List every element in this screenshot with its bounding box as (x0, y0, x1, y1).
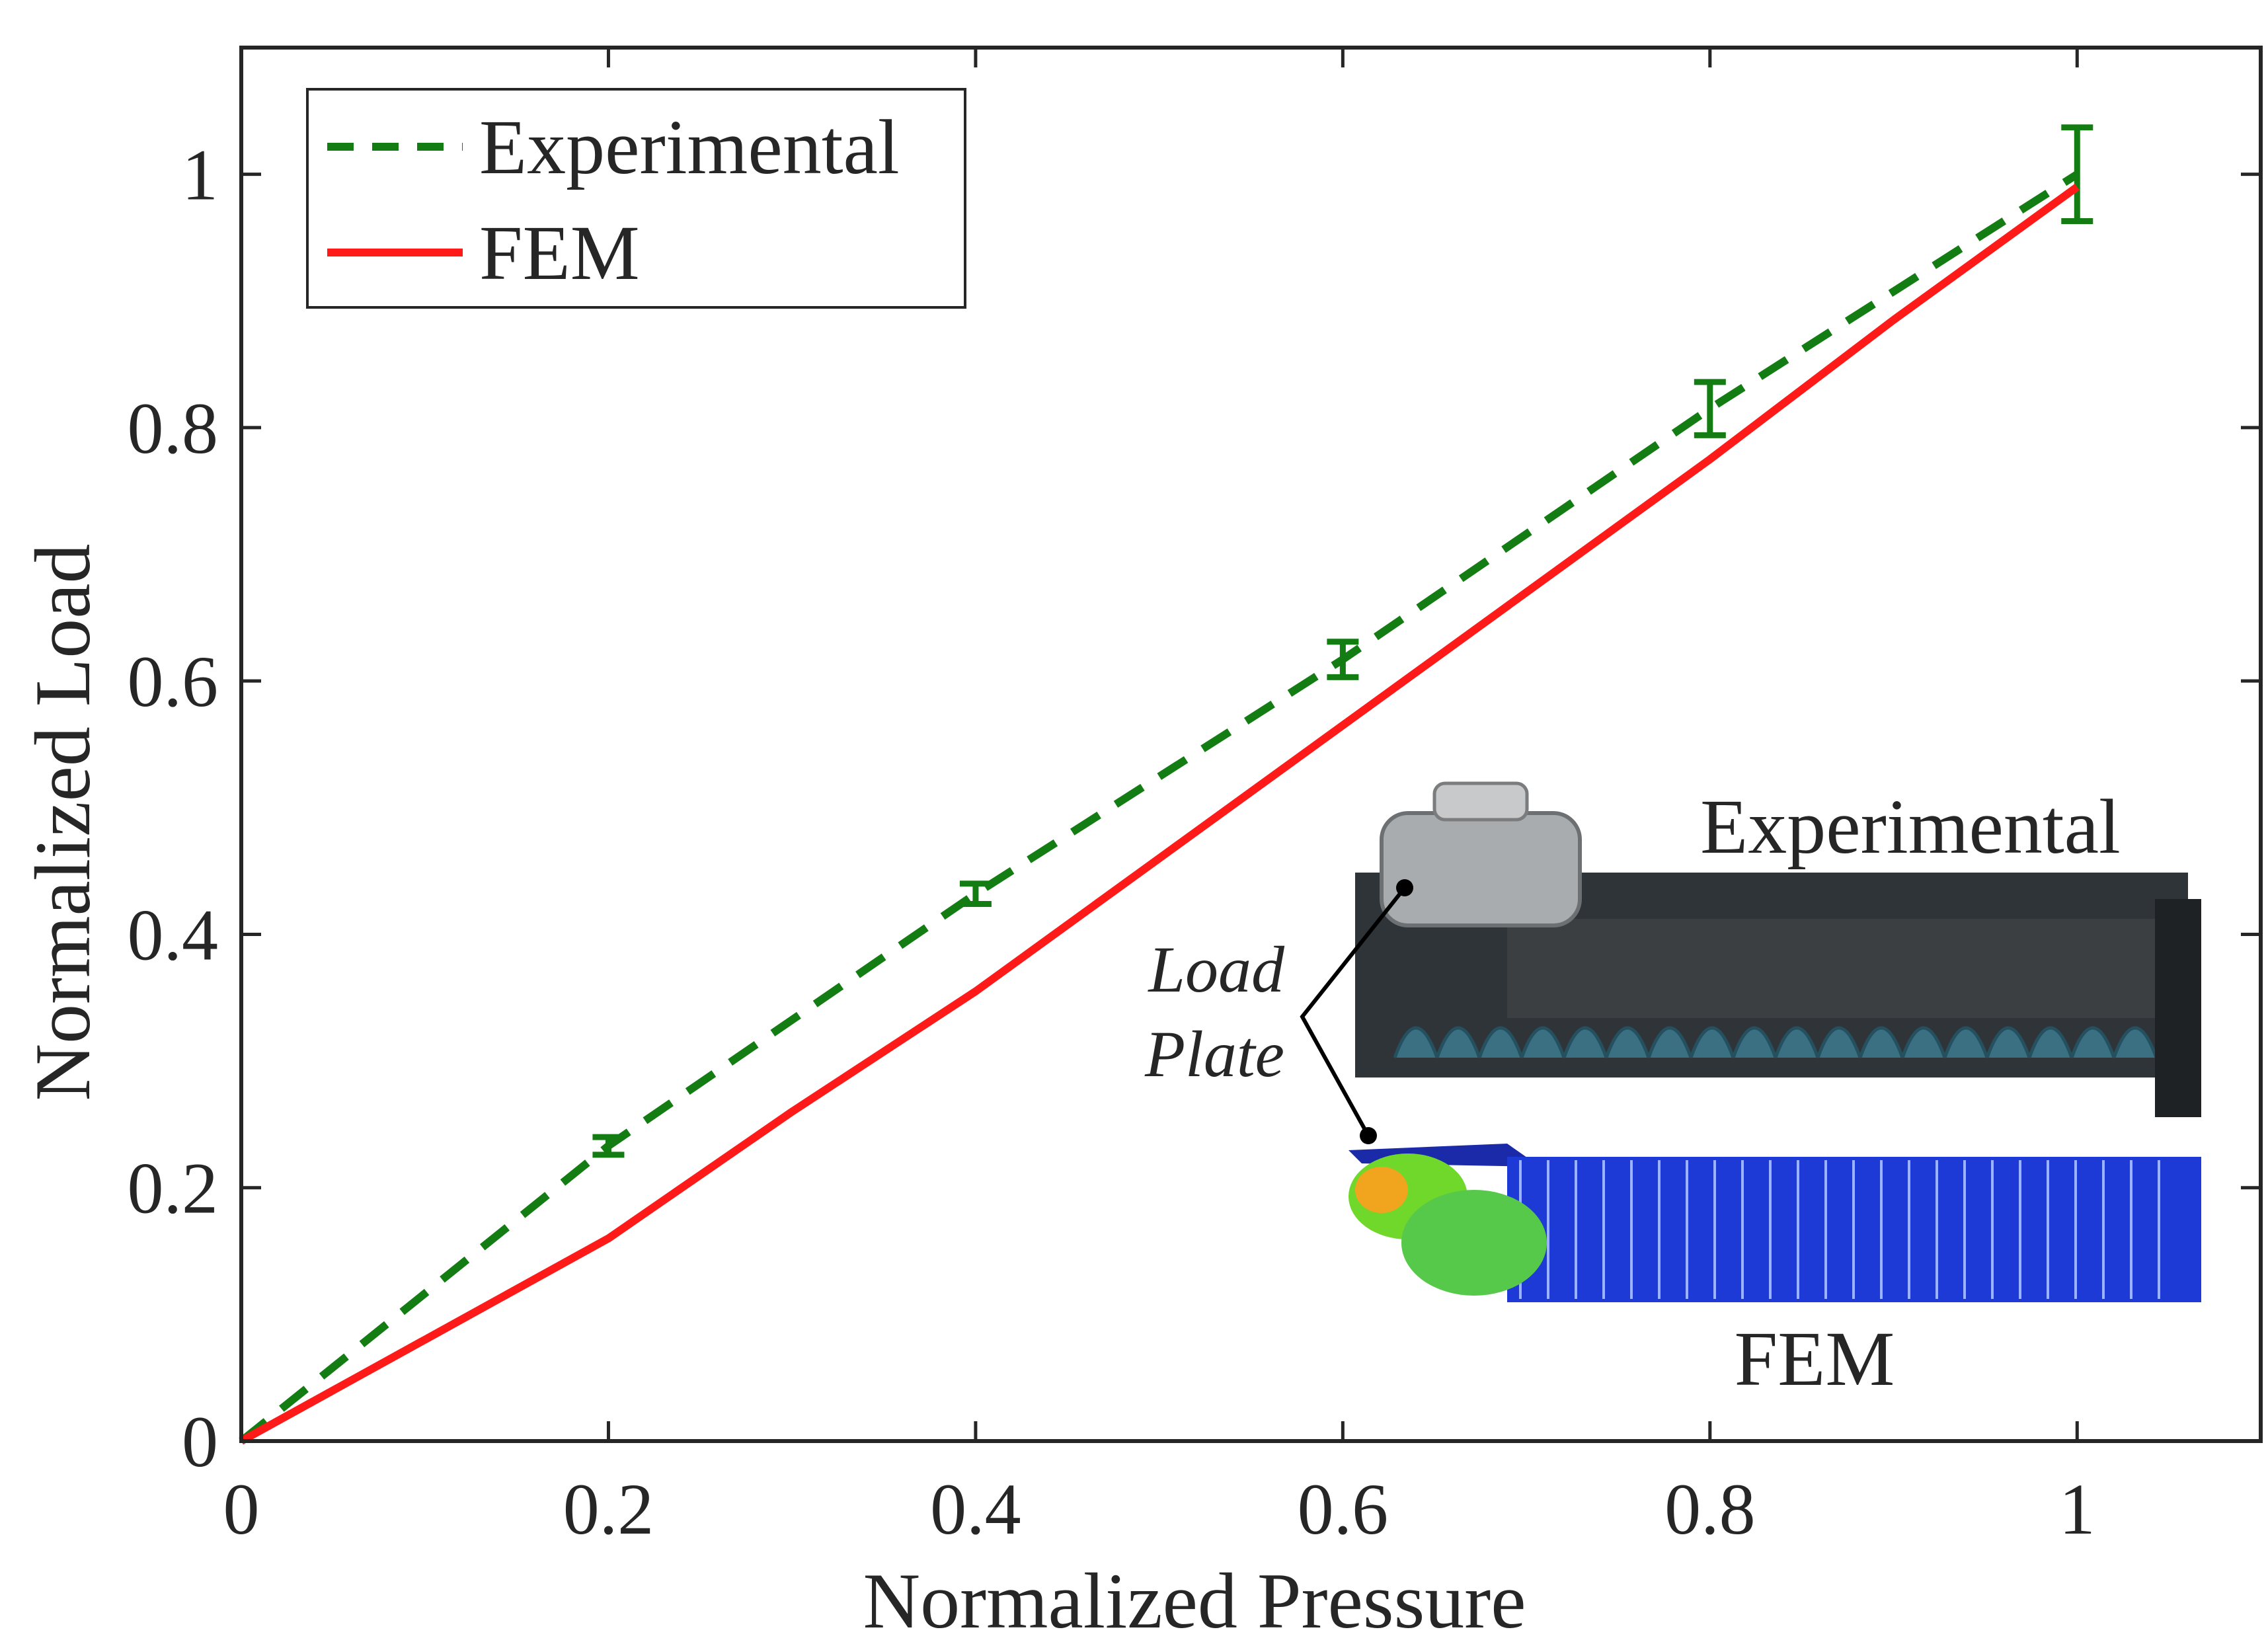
inset-experimental-sleeve (1507, 919, 2168, 1018)
inset-fem-chamber (1401, 1190, 1547, 1296)
inset-experimental-endcap (2155, 899, 2201, 1117)
y-tick-label: 0.4 (128, 894, 219, 975)
inset-experimental-chamber (1943, 1026, 1989, 1058)
inset-experimental-chamber (1858, 1026, 1904, 1058)
inset-experimental-chamber (1731, 1026, 1778, 1058)
inset-fem-tip-hot (1355, 1167, 1408, 1213)
legend-box (306, 88, 966, 309)
inset-experimental-chamber (1647, 1026, 1693, 1058)
legend: Experimental FEM (306, 88, 966, 309)
inset-experimental-chamber (1520, 1026, 1566, 1058)
inset-label-fem: FEM (1735, 1315, 1895, 1402)
inset-load-plate-photo (1380, 811, 1582, 927)
inset-experimental-chamber (1604, 1026, 1651, 1058)
error-bar (1327, 639, 1359, 680)
x-tick-label: 0.6 (1298, 1469, 1389, 1549)
axes-layer: 0 0.2 0.4 0.6 0.8 1 0 0.2 0.4 0.6 0.8 1 (128, 46, 2263, 1549)
callout-label: Load (1147, 933, 1285, 1006)
inset-experimental-chamber (1477, 1026, 1524, 1058)
inset-experimental-chamber (1689, 1026, 1735, 1058)
legend-label-experimental: Experimental (479, 104, 900, 190)
inset-experimental-chamber (1900, 1026, 1947, 1058)
y-tick-label: 0.8 (128, 388, 219, 469)
callout-dot (1360, 1127, 1377, 1144)
error-bar (959, 881, 992, 907)
y-tick-label: 0.2 (128, 1148, 219, 1229)
x-tick-label: 0 (223, 1469, 260, 1549)
inset-label-experimental: Experimental (1700, 783, 2121, 870)
callout-line (1300, 886, 1407, 1137)
x-tick-label: 0.4 (930, 1469, 1021, 1549)
error-bar (592, 1134, 625, 1158)
inset-experimental-chamber (1435, 1026, 1481, 1058)
inset-experimental-chamber (1816, 1026, 1862, 1058)
error-bar (1694, 379, 1726, 438)
y-axis-label: Normalized Load (19, 544, 106, 1101)
callout-label: Plate (1144, 1017, 1284, 1091)
inset-knob (1432, 781, 1529, 822)
inset-experimental-chamber (1985, 1026, 2031, 1058)
plot-frame (239, 46, 2263, 1443)
callout-dot (1396, 879, 1413, 896)
inset-experimental-chamber (1562, 1026, 1608, 1058)
y-tick-label: 0.6 (128, 641, 219, 722)
x-axis-label: Normalized Pressure (863, 1557, 1526, 1644)
y-tick-label: 1 (182, 135, 218, 215)
error-bar (2061, 124, 2093, 225)
inset-figure: Experimental FEM Load Plate (1144, 781, 2201, 1402)
y-tick-label: 0 (182, 1401, 218, 1482)
x-tick-label: 0.8 (1664, 1469, 1756, 1549)
inset-experimental-chamber (1774, 1026, 1820, 1058)
inset-experimental-chamber (2070, 1026, 2116, 1058)
legend-label-fem: FEM (479, 210, 640, 296)
inset-experimental-chamber (1393, 1026, 1439, 1058)
series-line-fem (239, 183, 2080, 1445)
x-tick-label: 0.2 (563, 1469, 654, 1549)
inset-experimental-chamber (2112, 1026, 2158, 1058)
series-layer (239, 124, 2093, 1445)
inset-experimental-chamber (2027, 1026, 2074, 1058)
x-tick-label: 1 (2059, 1469, 2095, 1549)
series-line-experimental (239, 171, 2080, 1444)
